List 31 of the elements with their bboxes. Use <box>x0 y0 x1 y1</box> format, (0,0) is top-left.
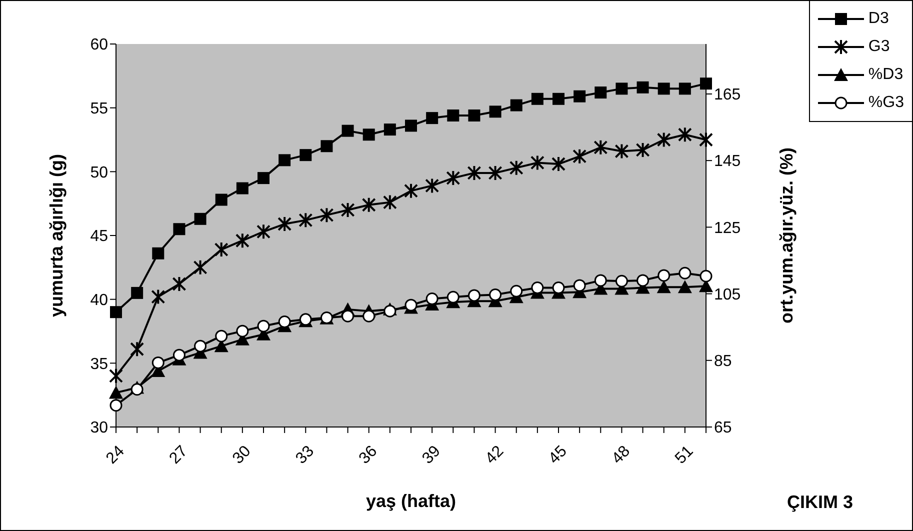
y2-tick-label: 145 <box>714 153 741 170</box>
legend-label: G3 <box>868 38 890 56</box>
y-tick-label: 30 <box>90 420 108 437</box>
y-tick-label: 55 <box>90 100 108 118</box>
y-tick-label: 35 <box>90 356 108 373</box>
y2-tick-label: 65 <box>714 420 732 437</box>
x-tick-label: 36 <box>356 442 381 468</box>
x-tick-label: 45 <box>546 442 570 468</box>
legend-label: %G3 <box>868 94 904 112</box>
x-tick-label: 51 <box>672 442 697 468</box>
x-tick-label: 42 <box>482 442 508 468</box>
legend-label: %D3 <box>868 66 904 84</box>
x-tick-label: 27 <box>166 442 192 468</box>
y2-axis-title: ort.yum.ağır.yüz. (%) <box>776 147 796 324</box>
text: ÇIKIM 3 <box>786 492 853 513</box>
y2-tick-label: 165 <box>714 86 741 104</box>
x-tick-label: 48 <box>608 442 634 468</box>
y2-tick-label: 105 <box>714 286 741 304</box>
x-tick-label: 24 <box>103 442 128 468</box>
y-axis-title: yumurta ağırlığı (g) <box>46 154 66 318</box>
y-tick-label: 60 <box>90 36 108 54</box>
y-tick-label: 50 <box>90 164 108 182</box>
x-tick-label: 30 <box>230 442 254 468</box>
x-tick-label: 39 <box>419 442 444 468</box>
x-tick-label: 33 <box>292 442 318 468</box>
x-axis-title: yaş (hafta) <box>366 491 456 511</box>
y2-tick-label: 125 <box>714 220 741 237</box>
y2-tick-label: 85 <box>714 353 732 370</box>
legend-label: D3 <box>868 10 889 28</box>
y-tick-label: 40 <box>90 292 108 310</box>
y-tick-label: 45 <box>90 228 108 246</box>
